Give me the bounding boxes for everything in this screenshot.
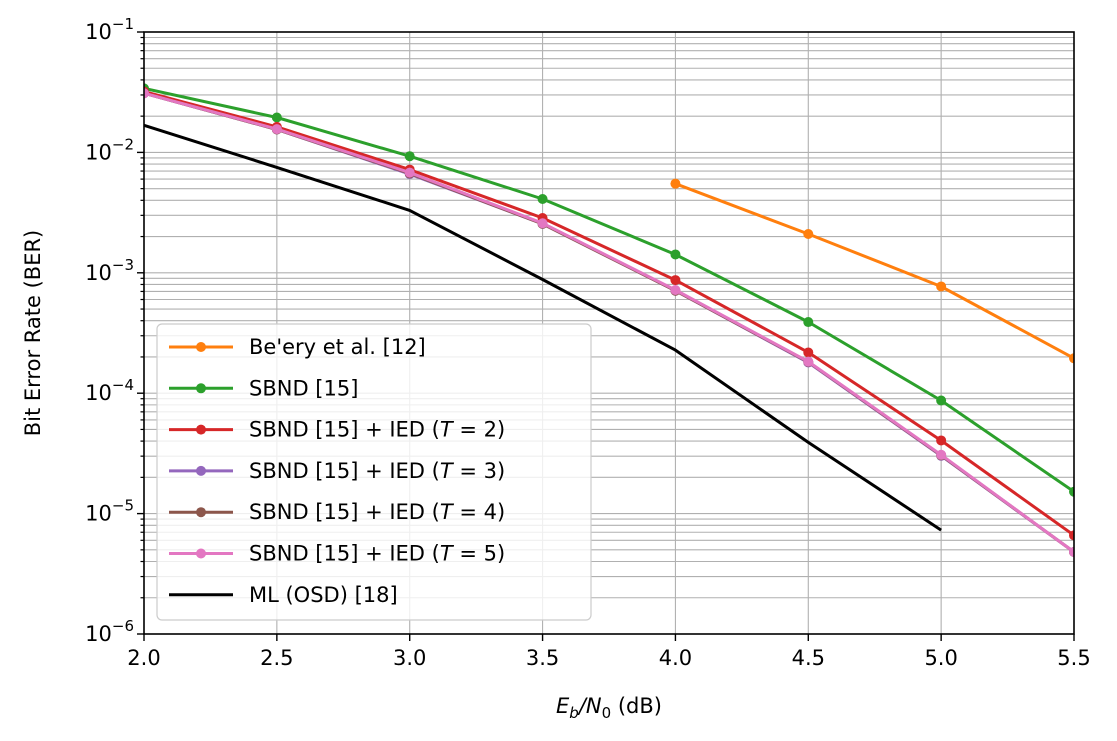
x-tick-label: 4.0 bbox=[659, 646, 692, 670]
y-axis: 10−1 10−2 10−3 10−4 10−5 10−6 bbox=[85, 15, 144, 646]
data-point bbox=[1069, 353, 1074, 364]
data-point bbox=[670, 275, 681, 286]
series-line bbox=[674, 182, 1074, 360]
series-layer bbox=[144, 83, 1074, 557]
x-axis: 2.0 2.5 3.0 3.5 4.0 4.5 5.0 5.5 bbox=[127, 634, 1091, 670]
x-tick-label: 2.0 bbox=[127, 646, 160, 670]
legend-label: SBND [15] + IED (T = 5) bbox=[249, 542, 505, 566]
data-point bbox=[803, 347, 814, 358]
legend-label: SBND [15] + IED (T = 2) bbox=[249, 418, 505, 442]
series-line bbox=[144, 90, 1074, 537]
legend-marker bbox=[196, 383, 206, 394]
data-point bbox=[670, 284, 681, 295]
data-point bbox=[1069, 546, 1074, 557]
legend-label: SBND [15] + IED (T = 4) bbox=[249, 500, 505, 524]
data-point bbox=[936, 449, 947, 460]
data-point bbox=[1069, 530, 1074, 541]
x-tick-label: 4.5 bbox=[792, 646, 825, 670]
y-tick-label: 10−4 bbox=[85, 376, 134, 405]
y-tick-label: 10−6 bbox=[85, 617, 134, 646]
data-point bbox=[670, 249, 681, 260]
x-tick-label: 2.5 bbox=[260, 646, 293, 670]
legend-label: SBND [15] bbox=[249, 376, 358, 400]
data-point bbox=[537, 194, 548, 205]
data-point bbox=[936, 395, 947, 406]
series-line bbox=[144, 91, 1074, 554]
y-tick-label: 10−3 bbox=[85, 256, 134, 285]
data-point bbox=[670, 178, 681, 189]
legend-marker bbox=[196, 507, 206, 518]
data-point bbox=[404, 167, 415, 178]
legend: Be'ery et al. [12] SBND [15] SBND [15] + I… bbox=[156, 323, 592, 621]
series-line bbox=[144, 123, 942, 532]
data-point bbox=[936, 281, 947, 292]
y-tick-label: 10−2 bbox=[85, 135, 134, 164]
x-axis-label: Eb/N0 (dB) bbox=[556, 694, 662, 722]
data-point bbox=[537, 218, 548, 229]
series-line bbox=[144, 86, 1074, 493]
legend-label: SBND [15] + IED (T = 3) bbox=[249, 459, 505, 483]
data-point bbox=[1069, 486, 1074, 497]
legend-marker bbox=[196, 424, 206, 435]
data-point bbox=[404, 151, 415, 162]
x-tick-label: 5.0 bbox=[924, 646, 957, 670]
y-tick-label: 10−1 bbox=[85, 15, 134, 44]
data-point bbox=[803, 356, 814, 367]
x-tick-label: 3.0 bbox=[393, 646, 426, 670]
data-point bbox=[803, 229, 814, 240]
legend-label: ML (OSD) [18] bbox=[249, 583, 398, 607]
legend-marker bbox=[196, 342, 206, 352]
y-axis-label: Bit Error Rate (BER) bbox=[21, 230, 45, 437]
data-point bbox=[936, 435, 947, 446]
y-tick-label: 10−5 bbox=[85, 497, 134, 526]
legend-marker bbox=[196, 548, 206, 559]
data-point bbox=[271, 124, 282, 135]
legend-label: Be'ery et al. [12] bbox=[249, 335, 426, 359]
x-tick-label: 5.5 bbox=[1057, 646, 1090, 670]
data-point bbox=[144, 88, 149, 99]
data-point bbox=[803, 317, 814, 328]
x-tick-label: 3.5 bbox=[526, 646, 559, 670]
data-point bbox=[271, 112, 282, 123]
legend-marker bbox=[196, 465, 206, 476]
plot-frame bbox=[143, 31, 1075, 635]
legend-box bbox=[156, 323, 592, 621]
